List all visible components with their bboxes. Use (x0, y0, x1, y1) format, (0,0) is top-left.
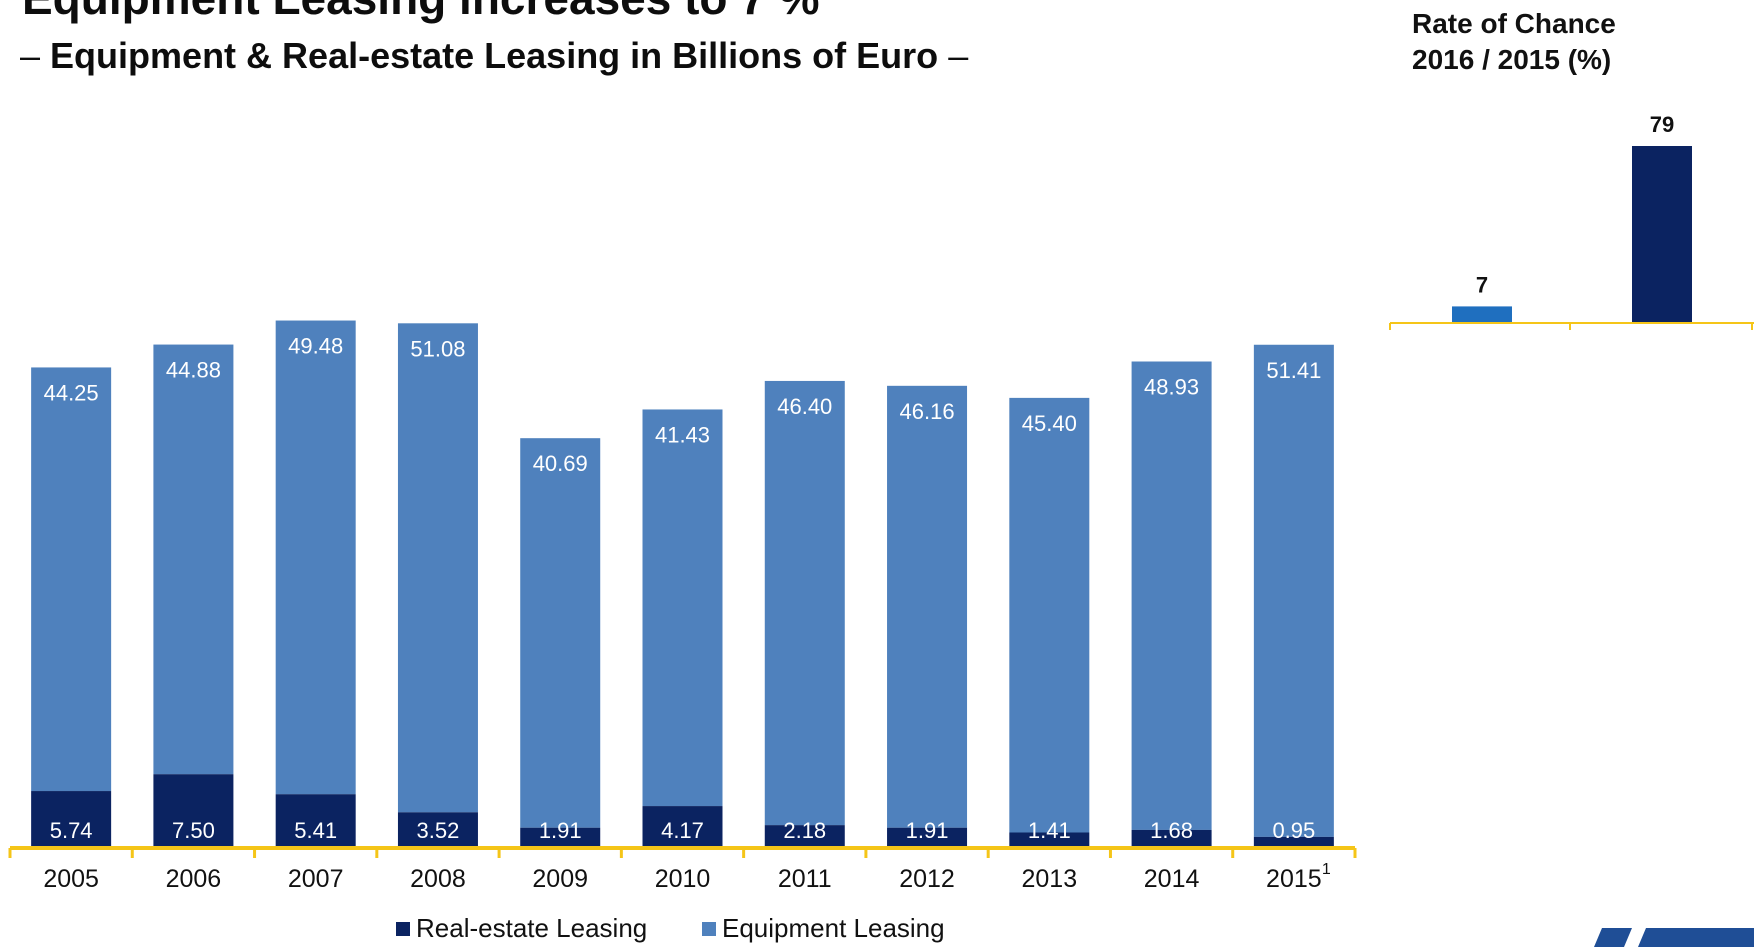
equipment-value-label-2009: 40.69 (533, 451, 588, 476)
x-tick-label-2011: 2011 (778, 865, 832, 893)
real-estate-bar-2006 (153, 774, 234, 846)
real-estate-value-label-2006: 7.50 (172, 818, 215, 843)
x-tick-label-2008: 2008 (410, 865, 466, 893)
real-estate-bar-2011 (764, 825, 845, 846)
legend-swatch-real-estate (396, 922, 410, 936)
equipment-bar-2015 (1253, 344, 1334, 837)
equipment-bar-2007 (275, 320, 356, 795)
real-estate-bar-2015 (1253, 836, 1334, 846)
equipment-value-label-2007: 49.48 (288, 334, 343, 359)
equipment-value-label-2006: 44.88 (166, 358, 221, 383)
real-estate-bar-2009 (520, 827, 601, 846)
equipment-bar-2005 (31, 367, 112, 792)
real-estate-value-label-2011: 2.18 (783, 818, 826, 843)
equipment-value-label-2013: 45.40 (1022, 411, 1077, 436)
x-tick-label-2012: 2012 (899, 865, 955, 893)
footnote-marker: 1 (1322, 861, 1331, 878)
real-estate-value-label-2008: 3.52 (417, 818, 460, 843)
equipment-value-label-2005: 44.25 (44, 380, 99, 405)
equipment-value-label-2010: 41.43 (655, 422, 710, 447)
real-estate-bar-2010 (642, 806, 723, 846)
company-logo (1588, 928, 1754, 947)
x-tick-label-2015: 2015 (1266, 865, 1322, 893)
legend-label-real-estate: Real-estate Leasing (416, 913, 647, 943)
chart-subtitle: – Equipment & Real-estate Leasing in Bil… (20, 34, 968, 78)
x-tick-label-2013: 2013 (1022, 865, 1078, 893)
equipment-bar-2011 (764, 380, 845, 826)
x-tick-label-2010: 2010 (655, 865, 711, 893)
rate-title-line-2: 2016 / 2015 (%) (1412, 44, 1612, 75)
x-tick-label-2007: 2007 (288, 865, 344, 893)
subtitle-text: Equipment & Real-estate Leasing in Billi… (50, 35, 939, 76)
equipment-value-label-2012: 46.16 (900, 399, 955, 424)
equipment-bar-2012 (887, 385, 968, 828)
equipment-value-label-2015: 51.41 (1266, 358, 1321, 383)
equipment-bar-2008 (397, 323, 478, 813)
real-estate-value-label-2009: 1.91 (539, 818, 582, 843)
real-estate-value-label-2013: 1.41 (1028, 818, 1071, 843)
rate-title-line-1: Rate of Chance (1412, 8, 1616, 39)
equipment-value-label-2011: 46.40 (777, 394, 832, 419)
x-tick-label-2009: 2009 (532, 865, 588, 893)
real-estate-value-label-2012: 1.91 (906, 818, 949, 843)
page-title: Equipment Leasing increases to 7 % (22, 0, 820, 26)
equipment-bar-2009 (520, 438, 601, 828)
real-estate-value-label-2015: 0.95 (1272, 818, 1315, 843)
equipment-value-label-2008: 51.08 (410, 336, 465, 361)
real-estate-value-label-2014: 1.68 (1150, 818, 1193, 843)
rate-value-label-2: 79 (1650, 112, 1674, 137)
real-estate-bar-2012 (887, 827, 968, 846)
x-tick-label-2014: 2014 (1144, 865, 1200, 893)
equipment-bar-2014 (1131, 361, 1212, 830)
real-estate-bar-2005 (31, 791, 112, 846)
real-estate-bar-2013 (1009, 832, 1090, 846)
equipment-bar-2013 (1009, 397, 1090, 833)
rate-value-label-1: 7 (1476, 272, 1488, 297)
real-estate-bar-2014 (1131, 829, 1212, 846)
equipment-bar-2010 (642, 409, 723, 807)
real-estate-value-label-2007: 5.41 (294, 818, 337, 843)
x-tick-label-2005: 2005 (43, 865, 99, 893)
rate-bar-1 (1452, 306, 1512, 322)
real-estate-value-label-2005: 5.74 (50, 818, 93, 843)
x-tick-label-2006: 2006 (166, 865, 222, 893)
subtitle-dash-left: – (20, 35, 41, 76)
legend-swatch-equipment (702, 922, 716, 936)
real-estate-bar-2008 (397, 812, 478, 846)
subtitle-dash-right: – (948, 35, 969, 76)
real-estate-bar-2007 (275, 794, 356, 846)
equipment-value-label-2014: 48.93 (1144, 375, 1199, 400)
legend-label-equipment: Equipment Leasing (722, 913, 945, 943)
real-estate-value-label-2010: 4.17 (661, 818, 704, 843)
rate-bar-2 (1632, 146, 1692, 322)
rate-chart-title: Rate of Chance 2016 / 2015 (%) (1412, 6, 1616, 78)
equipment-bar-2006 (153, 344, 234, 775)
